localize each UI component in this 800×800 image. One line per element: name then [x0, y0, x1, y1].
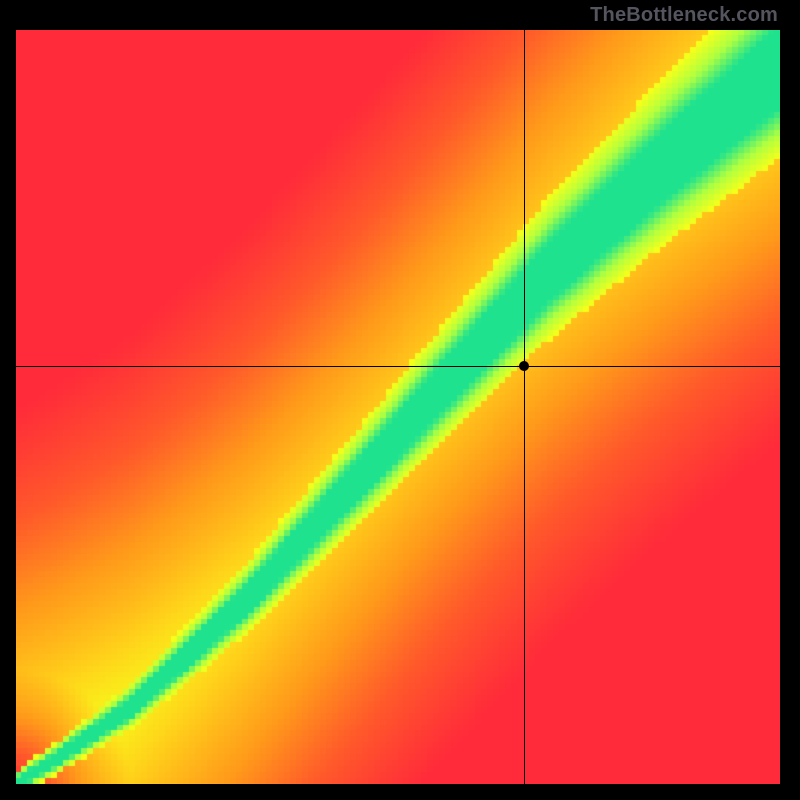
watermark-text: TheBottleneck.com — [590, 4, 778, 27]
plot-area — [16, 30, 780, 784]
crosshair-horizontal — [16, 366, 780, 367]
heatmap-canvas — [16, 30, 780, 784]
chart-container: TheBottleneck.com — [0, 0, 800, 800]
crosshair-vertical — [524, 30, 525, 784]
data-point — [519, 361, 529, 371]
